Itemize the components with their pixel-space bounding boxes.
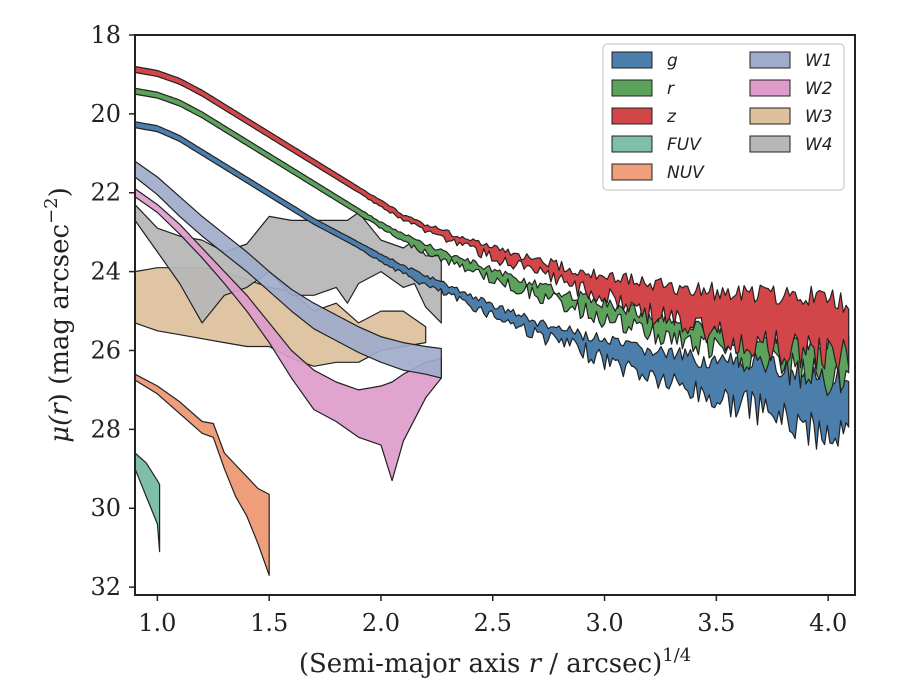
x-tick-label: 2.0: [362, 609, 400, 637]
legend: grz FUV NUV W1 W2 W3 W4: [602, 43, 845, 191]
legend-label-z: z: [666, 107, 677, 127]
legend-swatch-r: [611, 79, 653, 97]
y-axis-label-variable: r: [45, 402, 75, 416]
legend-label-fuv: FUV: [667, 135, 702, 155]
x-tick-label: 2.5: [474, 609, 512, 637]
x-axis-label: (Semi-major axis r / arcsec)1/4: [299, 645, 691, 679]
legend-swatch-w3: [749, 107, 791, 125]
y-axis-ticks: 18 20 22 24 26 28 30 32: [90, 21, 135, 601]
y-axis-label-rest: (mag arcsec: [45, 224, 75, 393]
legend-label-g: g: [667, 51, 678, 71]
y-tick-label: 24: [90, 258, 121, 286]
y-tick-label: 32: [90, 573, 121, 601]
plot-frame: [134, 34, 856, 596]
legend-swatch-nuv: [611, 163, 653, 181]
legend-label-nuv: NUV: [667, 163, 705, 183]
legend-swatch-fuv: [611, 135, 653, 153]
y-axis-label-mu: μ(: [45, 415, 75, 443]
x-tick-label: 3.5: [697, 609, 735, 637]
legend-swatch-g: [611, 51, 653, 69]
x-axis-label-variable: r: [529, 649, 543, 679]
y-axis-label: μ(r) (mag arcsec−2): [41, 187, 75, 443]
x-tick-label: 1.5: [250, 609, 288, 637]
series-band-nuv: [134, 373, 270, 576]
x-tick-label: 1.0: [138, 609, 176, 637]
legend-label-w3: W3: [805, 107, 833, 127]
y-axis-label-close: ): [45, 393, 75, 403]
y-tick-label: 20: [90, 100, 121, 128]
legend-label-w2: W2: [805, 79, 833, 99]
legend-swatch-w2: [749, 79, 791, 97]
y-tick-label: 28: [90, 415, 121, 443]
series-band-z: [134, 65, 850, 373]
x-axis-label-exponent: 1/4: [662, 645, 691, 666]
series-band-fuv: [134, 452, 161, 553]
y-axis-label-exponent: −2: [41, 197, 62, 224]
y-tick-label: 30: [90, 494, 121, 522]
series-band-w1: [134, 160, 442, 379]
legend-swatch-z: [611, 107, 653, 125]
y-axis-label-end: ): [45, 187, 75, 197]
legend-swatch-w1: [749, 51, 791, 69]
legend-label-w4: W4: [805, 135, 833, 155]
series-band-g: [134, 121, 850, 450]
x-axis-label-prefix: (Semi-major axis: [299, 649, 529, 679]
y-tick-label: 18: [90, 21, 121, 49]
x-tick-label: 4.0: [809, 609, 847, 637]
x-axis-label-mid: / arcsec): [541, 649, 662, 679]
y-tick-label: 26: [90, 336, 121, 364]
legend-label-r: r: [667, 79, 675, 99]
series-band-r: [134, 87, 850, 397]
legend-label-w1: W1: [805, 51, 833, 71]
x-tick-label: 3.0: [585, 609, 623, 637]
x-axis-ticks: 1.0 1.5 2.0 2.5 3.0 3.5 4.0: [138, 595, 847, 637]
legend-swatch-w4: [749, 135, 791, 153]
legend-items: grz FUV NUV W1 W2 W3 W4: [611, 51, 833, 183]
series-bands: [134, 65, 850, 576]
y-tick-label: 22: [90, 179, 121, 207]
